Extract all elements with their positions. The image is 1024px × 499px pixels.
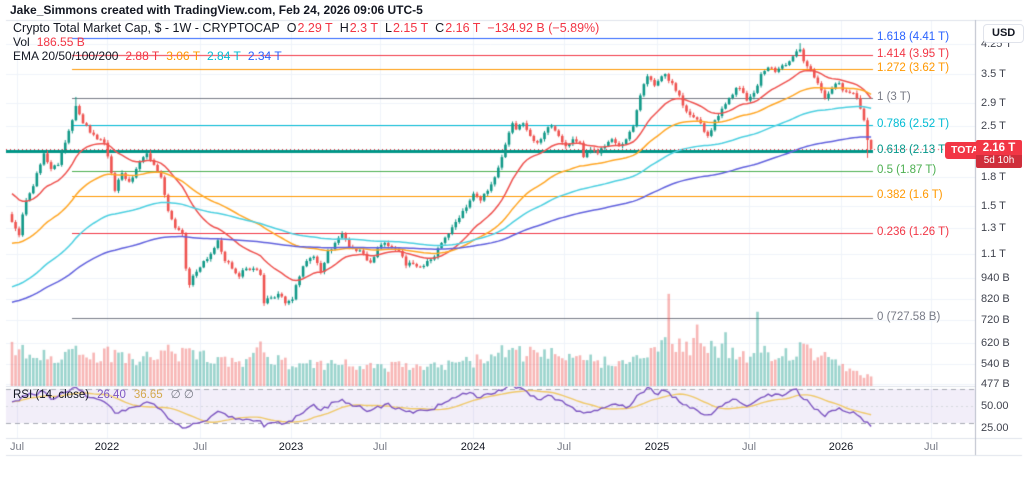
price-axis-label: 1.5 T	[981, 199, 1006, 212]
price-axis-label: 820 B	[981, 293, 1010, 306]
last-price-value: 2.16 T	[982, 142, 1016, 154]
rsi-empty-values: ∅ ∅	[170, 389, 194, 401]
date-axis-label: Jul	[741, 441, 757, 453]
fib-level-label: 0.382 (1.6 T)	[877, 188, 943, 201]
fib-level-label: 1.414 (3.95 T)	[877, 48, 950, 61]
fib-level-label: 1.272 (3.62 T)	[877, 61, 950, 74]
ohlc-values: O 2.29 T H 2.3 T L 2.15 T C 2.16 T	[287, 21, 481, 35]
ema-value: 3.06 T	[166, 49, 201, 63]
attribution-text: Jake_Simmons created with TradingView.co…	[10, 3, 423, 17]
date-axis-label: 2024	[460, 441, 486, 453]
fib-level-label: 1.618 (4.41 T)	[877, 31, 950, 44]
fib-level-label: 0 (727.58 B)	[877, 311, 941, 323]
date-axis-label: 2022	[94, 441, 120, 453]
currency-chip[interactable]: USD	[983, 24, 1024, 43]
price-axis-label: 3.5 T	[981, 68, 1006, 81]
ohlc-item: O 2.29 T	[286, 21, 333, 35]
rsi-value: 26.40	[97, 389, 126, 401]
price-axis-label: 1.1 T	[981, 247, 1006, 260]
fib-level-label: 0.786 (2.52 T)	[877, 118, 950, 131]
symbol-legend-row[interactable]: Crypto Total Market Cap, $ - 1W - CRYPTO…	[13, 21, 599, 35]
fib-level-label: 1 (3 T)	[877, 91, 911, 103]
price-axis-label: 477 B	[981, 377, 1010, 390]
price-axis-label: 2.9 T	[981, 97, 1006, 110]
rsi-ma-value: 36.65	[133, 389, 163, 401]
ohlc-item: H 2.3 T	[339, 21, 378, 35]
price-axis-label: 1.3 T	[981, 221, 1006, 234]
volume-legend-row[interactable]: Vol 186.55 B	[13, 35, 85, 49]
fib-level-label: 0.618 (2.13 T)	[877, 144, 950, 157]
symbol-title[interactable]: Crypto Total Market Cap, $ - 1W - CRYPTO…	[13, 21, 280, 35]
date-axis-label: 2025	[644, 441, 670, 453]
bar-countdown: 5d 10h	[976, 155, 1022, 168]
ema-legend-row[interactable]: EMA 20/50/100/200 2.88 T 3.06 T 2.84 T 2.34…	[13, 49, 282, 63]
date-axis-label: Jul	[923, 441, 939, 453]
price-axis-label: 1.8 T	[981, 171, 1006, 184]
ema-value: 2.84 T	[207, 49, 241, 63]
price-axis-label: 2.5 T	[981, 120, 1006, 133]
date-axis-label: Jul	[372, 441, 388, 453]
fib-level-label: 0.5 (1.87 T)	[877, 164, 937, 177]
ohlc-item: L 2.15 T	[385, 21, 429, 35]
ohlc-item: C 2.16 T	[435, 21, 481, 35]
ema-value: 2.88 T	[125, 49, 160, 63]
ema-value: 2.34 T	[247, 49, 282, 63]
price-axis-label: 540 B	[981, 358, 1010, 371]
ema-label: EMA 20/50/100/200	[13, 49, 119, 63]
ema-values: 2.88 T 3.06 T 2.84 T 2.34 T	[125, 49, 281, 63]
rsi-axis-label: 50.00	[981, 400, 1009, 413]
last-price-badge: 2.16 T 5d 10h	[976, 140, 1022, 168]
date-axis-label: Jul	[192, 441, 208, 453]
rsi-axis-label: 25.00	[981, 421, 1009, 434]
date-axis-label: Jul	[9, 441, 25, 453]
date-axis-label: Jul	[556, 441, 572, 453]
price-axis-label: 620 B	[981, 336, 1010, 349]
change-value: −134.92 B (−5.89%)	[487, 21, 600, 35]
volume-label: Vol	[13, 35, 30, 49]
date-axis-label: 2023	[278, 441, 304, 453]
price-axis-label: 720 B	[981, 313, 1010, 326]
price-axis-label: 940 B	[981, 272, 1010, 285]
fib-level-label: 0.236 (1.26 T)	[877, 225, 950, 238]
volume-value: 186.55 B	[36, 35, 85, 49]
rsi-legend-row[interactable]: RSI (14, close) 26.40 36.65 ∅ ∅	[13, 387, 194, 401]
date-axis-label: 2026	[828, 441, 854, 453]
rsi-title: RSI (14, close)	[13, 389, 90, 401]
